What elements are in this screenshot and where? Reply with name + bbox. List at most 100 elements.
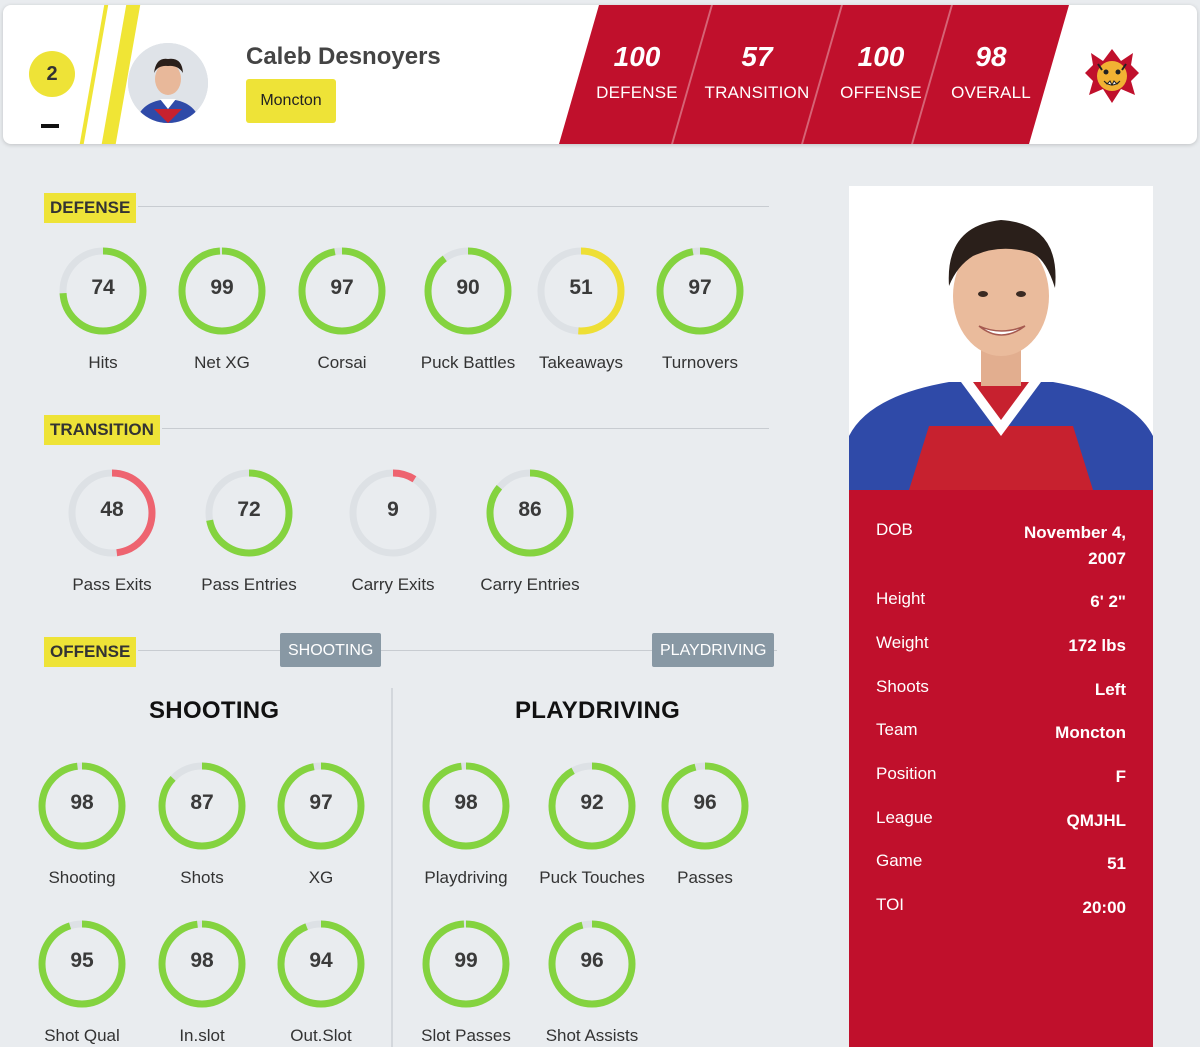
rating-label: OFFENSE [840, 83, 922, 102]
info-value: F [1115, 767, 1126, 786]
gauge-label: Puck Battles [420, 353, 516, 372]
gauge-label: Corsai [317, 353, 367, 372]
metric-gauge: 96 Passes [645, 758, 765, 888]
gauge-fill [277, 762, 365, 850]
rating-label: TRANSITION [704, 83, 810, 102]
info-key: DOB [876, 520, 913, 539]
gauge-value: 98 [190, 949, 214, 972]
gauge-value: 95 [70, 949, 94, 972]
gauge-fill [68, 469, 156, 557]
info-value: 51 [1107, 854, 1126, 873]
metric-gauge: 92 Puck Touches [532, 758, 652, 888]
gauge-fill [548, 762, 636, 850]
info-value: 6' 2" [1090, 592, 1126, 611]
metric-gauge: 98 Playdriving [406, 758, 526, 888]
gauge-label: Pass Entries [201, 575, 297, 594]
gauge-fill [205, 469, 293, 557]
rating-value: 100 [857, 41, 905, 72]
gauge-fill [656, 247, 744, 335]
player-avatar [128, 43, 208, 123]
gauge-fill [59, 247, 147, 335]
gauge-value: 98 [70, 791, 94, 814]
gauge-ring [59, 247, 147, 335]
team-logo-icon [1081, 45, 1143, 107]
metric-gauge: 48 Pass Exits [52, 465, 172, 595]
gauge-ring [656, 247, 744, 335]
info-key: Team [876, 720, 918, 739]
gauge-fill [277, 920, 365, 1008]
gauge-fill [298, 247, 386, 335]
gauge-fill [38, 762, 126, 850]
player-avatar-icon [128, 43, 208, 123]
metric-gauge: 98 Shooting [22, 758, 142, 888]
gauge-ring [661, 762, 749, 850]
gauge-label: Shooting [48, 868, 116, 887]
metric-gauge: 96 Shot Assists [532, 916, 652, 1046]
rating-label: DEFENSE [596, 83, 678, 102]
gauge-label: Hits [88, 353, 118, 372]
info-value: 172 lbs [1068, 636, 1126, 655]
gauge-label: XG [308, 868, 334, 887]
gauge-label: Slot Passes [421, 1026, 511, 1045]
gauge-value: 74 [91, 276, 115, 299]
gauge-label: In.slot [179, 1026, 225, 1045]
ratings-banner-background [559, 5, 1069, 144]
metric-gauge: 87 Shots [142, 758, 262, 888]
gauge-ring [277, 920, 365, 1008]
gauge-ring [158, 762, 246, 850]
info-key: Weight [876, 633, 929, 652]
playdriving-tab-button[interactable]: PLAYDRIVING [652, 633, 775, 667]
metric-gauge: 95 Shot Qual [22, 916, 142, 1046]
metric-gauge: 98 In.slot [142, 916, 262, 1046]
rating-value: 98 [975, 41, 1007, 72]
gauge-ring [205, 469, 293, 557]
gauge-value: 97 [688, 276, 712, 299]
gauge-ring [158, 920, 246, 1008]
gauge-ring [548, 920, 636, 1008]
gauge-label: Carry Exits [351, 575, 435, 594]
playdriving-title: PLAYDRIVING [515, 697, 681, 724]
info-key: Game [876, 851, 923, 870]
ratings-banner: 100 DEFENSE 57 TRANSITION 100 OFFENSE 98… [559, 5, 1069, 144]
section-label-transition: TRANSITION [44, 415, 160, 445]
section-label-defense: DEFENSE [44, 193, 137, 223]
metric-gauge: 97 Corsai [282, 243, 402, 373]
gauge-ring [277, 762, 365, 850]
gauge-label: Playdriving [424, 868, 508, 887]
gauge-label: Takeaways [538, 353, 624, 372]
rating-defense: 100 DEFENSE [577, 41, 697, 103]
gauge-label: Shot Qual [44, 1026, 120, 1045]
rating-value: 57 [741, 41, 773, 72]
gauge-ring [422, 762, 510, 850]
metric-gauge: 97 Turnovers [640, 243, 760, 373]
gauge-fill [158, 762, 246, 850]
gauge-value: 99 [210, 276, 234, 299]
gauge-ring [537, 247, 625, 335]
gauge-value: 92 [580, 791, 604, 814]
gauge-value: 97 [309, 791, 333, 814]
gauge-ring [424, 247, 512, 335]
metric-gauge: 94 Out.Slot [261, 916, 381, 1046]
info-key: League [876, 808, 933, 827]
metric-gauge: 86 Carry Entries [470, 465, 590, 595]
info-key: Height [876, 589, 926, 608]
gauge-fill [424, 247, 512, 335]
metric-gauge: 99 Slot Passes [406, 916, 526, 1046]
rating-transition: 57 TRANSITION [697, 41, 817, 103]
section-label-offense: OFFENSE [44, 637, 137, 667]
gauge-label: Shot Assists [545, 1026, 639, 1045]
info-value: Left [1094, 680, 1126, 699]
gauge-fill [537, 247, 625, 335]
section-divider [162, 428, 769, 429]
gauge-label: Out.Slot [290, 1026, 352, 1045]
gauge-value: 96 [693, 791, 717, 814]
info-key: TOI [876, 895, 905, 914]
gauge-ring [68, 469, 156, 557]
metric-gauge: 90 Puck Battles [408, 243, 528, 373]
gauge-ring [38, 762, 126, 850]
shooting-tab-button[interactable]: SHOOTING [280, 633, 382, 667]
gauge-value: 72 [237, 498, 261, 521]
gauge-label: Carry Entries [480, 575, 580, 594]
gauge-fill [422, 762, 510, 850]
metric-gauge: 99 Net XG [162, 243, 282, 373]
